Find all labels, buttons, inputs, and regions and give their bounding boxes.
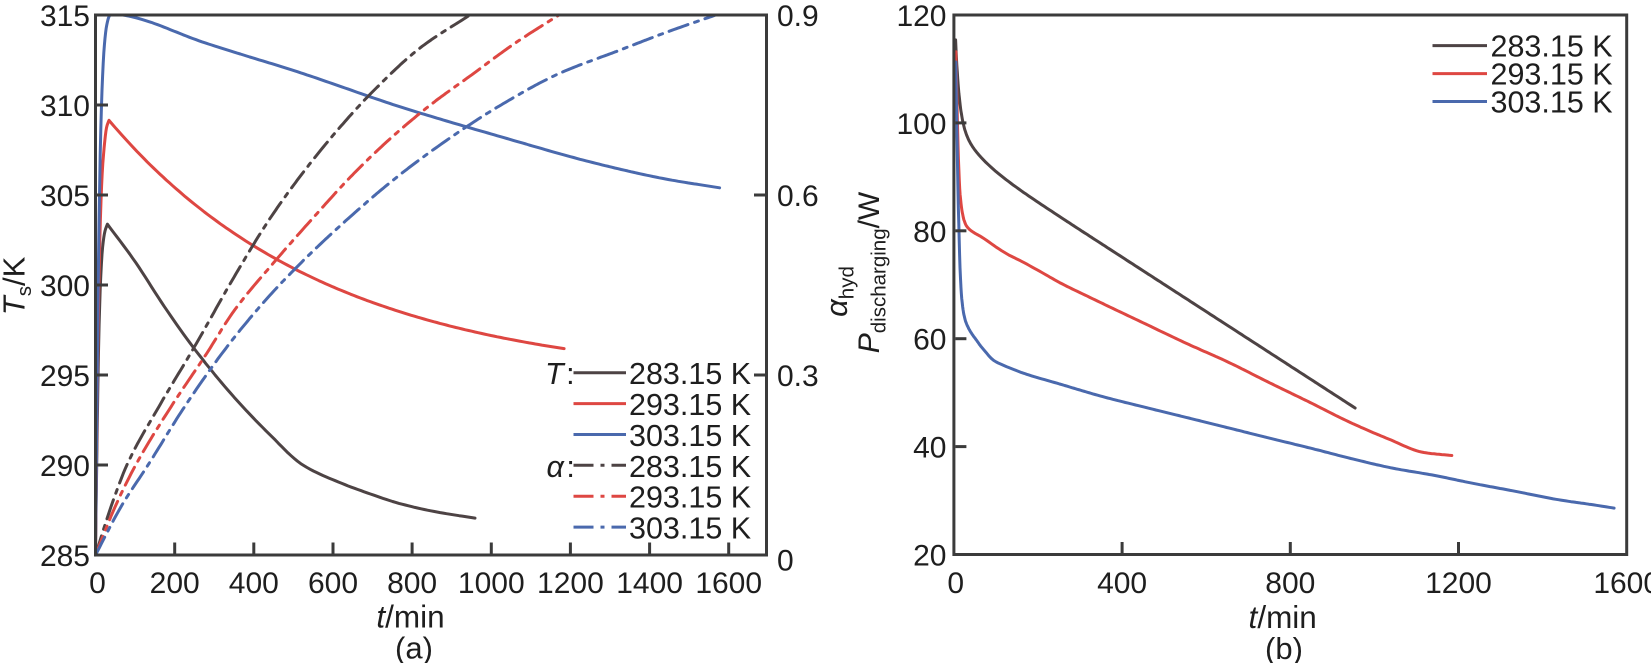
svg-text:600: 600 — [308, 567, 358, 600]
svg-text:305: 305 — [40, 180, 90, 213]
svg-text:Ts/K: Ts/K — [0, 256, 36, 315]
svg-text:293.15 K: 293.15 K — [1491, 58, 1613, 92]
svg-text:1600: 1600 — [695, 567, 762, 600]
svg-text:1600: 1600 — [1593, 567, 1651, 600]
svg-text:100: 100 — [896, 108, 946, 141]
svg-text:0.6: 0.6 — [777, 180, 819, 213]
svg-text:1000: 1000 — [458, 567, 525, 600]
svg-text:t/min: t/min — [376, 599, 444, 635]
svg-text:800: 800 — [1265, 567, 1315, 600]
svg-text:285: 285 — [40, 540, 90, 573]
svg-text:60: 60 — [913, 324, 946, 357]
svg-text:300: 300 — [40, 270, 90, 303]
svg-text:290: 290 — [40, 450, 90, 483]
svg-text:Pdischarging/W: Pdischarging/W — [853, 191, 891, 353]
svg-text:t/min: t/min — [1249, 599, 1317, 635]
svg-text:303.15 K: 303.15 K — [629, 512, 751, 546]
svg-text:0: 0 — [777, 545, 794, 578]
svg-text:303.15 K: 303.15 K — [1491, 86, 1613, 120]
svg-text:0.9: 0.9 — [777, 0, 819, 33]
svg-text:0: 0 — [947, 567, 964, 600]
svg-text:1200: 1200 — [1425, 567, 1492, 600]
svg-text:0.3: 0.3 — [777, 360, 819, 393]
svg-text:310: 310 — [40, 90, 90, 123]
svg-text:800: 800 — [387, 567, 437, 600]
svg-text:0: 0 — [89, 567, 106, 600]
svg-text:295: 295 — [40, 360, 90, 393]
svg-text:120: 120 — [896, 0, 946, 33]
svg-text:T:: T: — [545, 357, 575, 391]
svg-text:(a): (a) — [395, 631, 433, 664]
svg-text:303.15 K: 303.15 K — [629, 419, 751, 453]
svg-text:293.15 K: 293.15 K — [629, 481, 751, 515]
svg-text:20: 20 — [913, 540, 946, 573]
svg-text:1400: 1400 — [616, 567, 683, 600]
svg-text:283.15 K: 283.15 K — [629, 357, 751, 391]
svg-text:80: 80 — [913, 216, 946, 249]
svg-text:200: 200 — [150, 567, 200, 600]
svg-text:283.15 K: 283.15 K — [629, 450, 751, 484]
svg-text:αhyd: αhyd — [819, 266, 859, 317]
svg-text:283.15 K: 283.15 K — [1491, 30, 1613, 64]
svg-text:40: 40 — [913, 432, 946, 465]
svg-text:315: 315 — [40, 0, 90, 33]
svg-text:293.15 K: 293.15 K — [629, 388, 751, 422]
svg-text:400: 400 — [229, 567, 279, 600]
svg-text:α:: α: — [547, 450, 575, 484]
svg-text:(b): (b) — [1265, 631, 1303, 663]
svg-text:400: 400 — [1097, 567, 1147, 600]
svg-text:1200: 1200 — [537, 567, 604, 600]
